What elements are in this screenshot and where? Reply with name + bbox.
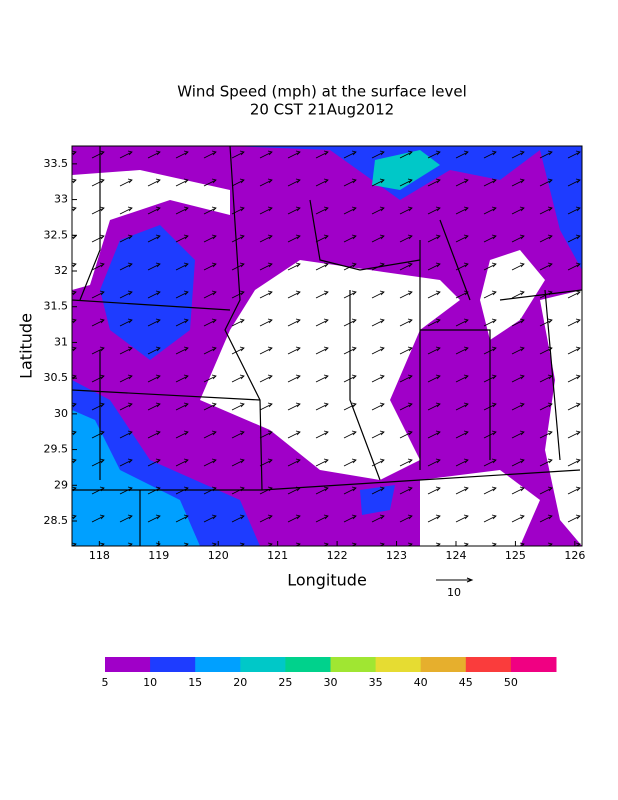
x-tick-label: 120 <box>208 549 229 562</box>
wind-vectors <box>72 146 582 546</box>
y-axis-label: Latitude <box>17 313 36 379</box>
x-tick-label: 126 <box>564 549 585 562</box>
y-tick-label: 30 <box>54 407 68 420</box>
y-tick-label: 31.5 <box>44 300 69 313</box>
y-tick-label: 28.5 <box>44 514 69 527</box>
x-tick-label: 125 <box>505 549 526 562</box>
boundaries <box>72 146 582 546</box>
plot-frame <box>71 145 583 547</box>
colorbar-box <box>150 657 196 672</box>
y-tick-label: 32.5 <box>44 228 69 241</box>
y-tick-label: 33.5 <box>44 157 69 170</box>
y-tick-label: 31 <box>54 335 68 348</box>
colorbar-label: 40 <box>414 676 428 689</box>
x-axis-label: Longitude <box>287 571 367 590</box>
colorbar-box <box>465 657 512 672</box>
y-tick-label: 29.5 <box>44 443 69 456</box>
colorbar-label: 25 <box>278 676 292 689</box>
subtitle: 20 CST 21Aug2012 <box>250 101 394 119</box>
colorbar-box <box>420 657 467 672</box>
colorbar-box <box>105 657 151 672</box>
colorbar-box <box>240 657 286 672</box>
colorbar-label: 50 <box>504 676 518 689</box>
colorbar-label: 30 <box>324 676 338 689</box>
x-tick-label: 124 <box>445 549 466 562</box>
title: Wind Speed (mph) at the surface level <box>177 83 466 101</box>
x-tick-label: 119 <box>148 549 169 562</box>
x-tick-label: 123 <box>386 549 407 562</box>
colorbar-box <box>330 657 377 672</box>
y-tick-label: 29 <box>54 478 68 491</box>
reference-vector-label: 10 <box>447 586 461 599</box>
y-tick-label: 33 <box>54 193 68 206</box>
y-tick-label: 30.5 <box>44 371 69 384</box>
colorbar-box <box>285 657 331 672</box>
colorbar-label: 35 <box>369 676 383 689</box>
colorbar-label: 15 <box>188 676 202 689</box>
reference-vector-head <box>466 577 474 583</box>
colorbar-box <box>195 657 241 672</box>
wind-field <box>72 146 582 546</box>
colorbar-label: 10 <box>143 676 157 689</box>
colorbar-label: 20 <box>233 676 247 689</box>
colorbar-box <box>510 657 557 672</box>
x-tick-label: 121 <box>267 549 288 562</box>
colorbar-box <box>375 657 422 672</box>
colorbar-label: 45 <box>459 676 473 689</box>
colorbar-label: 5 <box>102 676 109 689</box>
y-tick-label: 32 <box>54 264 68 277</box>
x-tick-label: 122 <box>327 549 348 562</box>
x-tick-label: 118 <box>89 549 110 562</box>
